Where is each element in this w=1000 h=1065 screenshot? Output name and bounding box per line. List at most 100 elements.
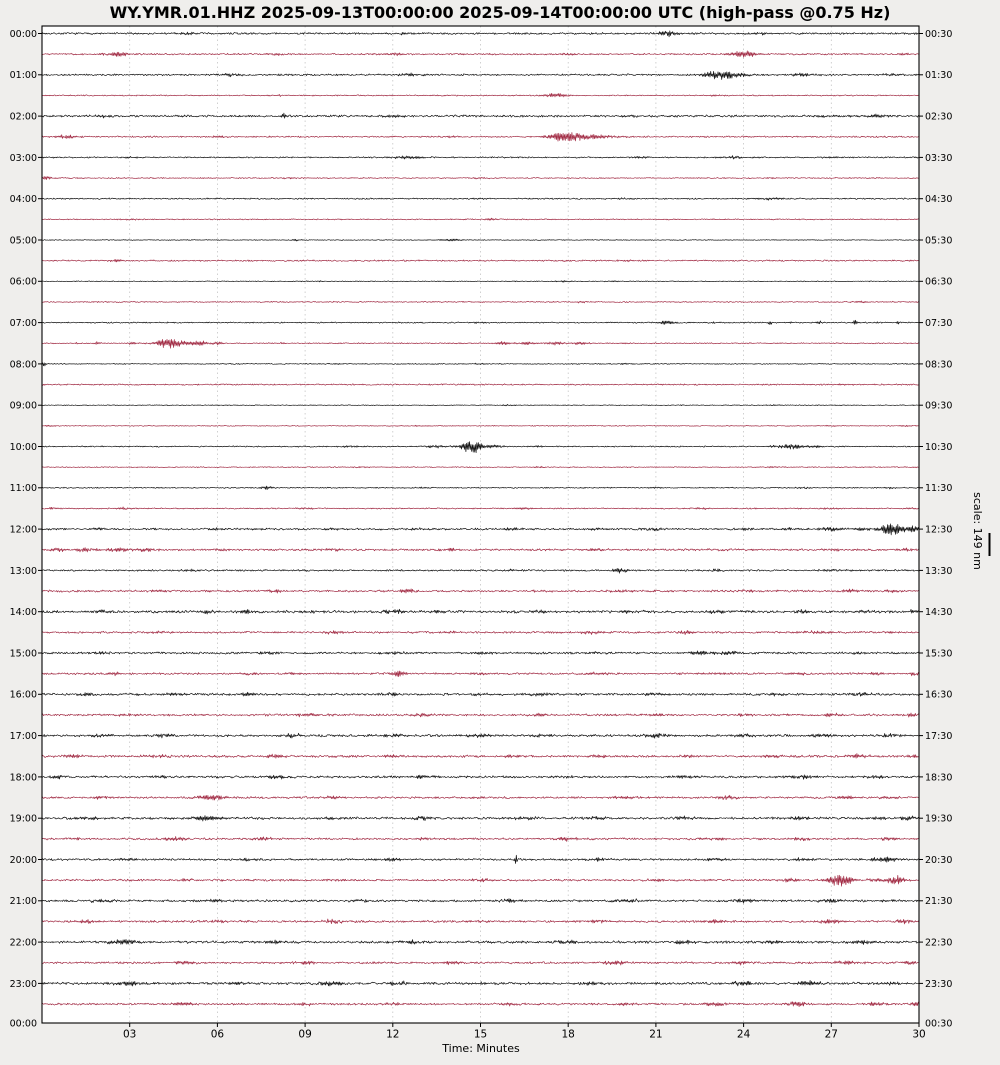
trace-row-11:00	[41, 485, 920, 491]
x-axis-label: Time: Minutes	[441, 1042, 520, 1055]
trace-row-23:30	[41, 1001, 920, 1008]
trace-row-06:30	[42, 300, 920, 304]
row-label-left-09:00: 09:00	[10, 401, 37, 412]
trace-row-22:00	[41, 939, 920, 945]
row-label-left-02:00: 02:00	[10, 112, 37, 123]
trace-row-08:30	[41, 383, 920, 386]
row-label-right-05:30: 05:30	[925, 235, 952, 246]
trace-row-02:00	[41, 112, 920, 119]
row-label-right-23:30: 23:30	[925, 979, 952, 990]
row-label-right-13:30: 13:30	[925, 566, 952, 577]
trace-row-15:00	[41, 650, 920, 656]
x-tick-label-06: 06	[211, 1029, 225, 1041]
trace-row-07:30	[41, 338, 920, 349]
row-label-left-00:00: 00:00	[10, 29, 37, 40]
row-label-right-10:30: 10:30	[925, 442, 952, 453]
x-tick-label-03: 03	[123, 1029, 136, 1041]
row-label-left-12:00: 12:00	[10, 525, 37, 536]
trace-row-14:30	[41, 629, 920, 635]
row-label-left-04:00: 04:00	[10, 194, 37, 205]
row-label-right-22:30: 22:30	[925, 938, 952, 949]
x-tick-label-27: 27	[825, 1029, 838, 1041]
row-label-left-18:00: 18:00	[10, 772, 37, 783]
trace-row-13:30	[41, 588, 920, 594]
row-label-right-17:30: 17:30	[925, 731, 952, 742]
x-tick-label-24: 24	[737, 1029, 751, 1041]
row-label-left-01:00: 01:00	[10, 70, 37, 81]
trace-row-21:00	[41, 898, 920, 904]
row-label-left-21:00: 21:00	[10, 896, 37, 907]
scale-label: scale: 149 nm	[971, 492, 984, 570]
row-label-left-07:00: 07:00	[10, 318, 37, 329]
row-label-right-16:30: 16:30	[925, 690, 952, 701]
row-label-left-15:00: 15:00	[10, 648, 37, 659]
trace-row-10:30	[41, 465, 920, 469]
row-label-left-11:00: 11:00	[10, 483, 37, 494]
row-label-right-08:30: 08:30	[925, 359, 952, 370]
row-label-left-20:00: 20:00	[10, 855, 37, 866]
x-tick-label-18: 18	[562, 1029, 575, 1041]
trace-row-16:30	[41, 712, 920, 718]
trace-row-09:00	[41, 404, 919, 407]
trace-row-03:30	[41, 176, 920, 180]
row-label-left-23:00: 23:00	[10, 979, 37, 990]
trace-row-04:30	[41, 217, 920, 221]
row-label-right-18:30: 18:30	[925, 772, 952, 783]
row-label-left-08:00: 08:00	[10, 359, 37, 370]
trace-row-19:00	[41, 815, 920, 822]
row-label-right-14:30: 14:30	[925, 607, 952, 618]
trace-row-09:30	[41, 424, 919, 427]
row-label-right-21:30: 21:30	[925, 896, 952, 907]
row-label-right-07:30: 07:30	[925, 318, 952, 329]
trace-row-18:00	[41, 774, 920, 780]
trace-row-10:00	[41, 441, 919, 454]
row-label-right-11:30: 11:30	[925, 483, 952, 494]
x-tick-label-09: 09	[298, 1029, 311, 1041]
trace-row-12:00	[41, 523, 920, 536]
row-label-left-10:00: 10:00	[10, 442, 37, 453]
x-tick-label-21: 21	[649, 1029, 662, 1041]
row-label-right-00:30: 00:30	[925, 29, 952, 40]
trace-row-19:30	[41, 836, 920, 842]
row-label-left-bottom: 00:00	[10, 1019, 37, 1030]
row-label-left-19:00: 19:00	[10, 814, 37, 825]
row-label-left-03:00: 03:00	[10, 153, 37, 164]
row-label-right-01:30: 01:30	[925, 70, 952, 81]
trace-row-03:00	[41, 155, 920, 160]
row-label-left-14:00: 14:00	[10, 607, 37, 618]
trace-row-17:30	[41, 753, 920, 759]
trace-row-05:00	[41, 238, 919, 242]
trace-row-01:30	[42, 92, 920, 98]
trace-row-17:00	[41, 732, 920, 739]
row-label-left-06:00: 06:00	[10, 277, 37, 288]
trace-row-16:00	[41, 691, 920, 697]
row-label-left-16:00: 16:00	[10, 690, 37, 701]
row-label-right-02:30: 02:30	[925, 112, 952, 123]
trace-row-20:00	[41, 854, 920, 864]
row-label-right-12:30: 12:30	[925, 525, 952, 536]
row-label-right-06:30: 06:30	[925, 277, 952, 288]
trace-row-21:30	[41, 918, 920, 925]
x-tick-label-12: 12	[386, 1029, 399, 1041]
row-label-left-05:00: 05:00	[10, 235, 37, 246]
trace-row-02:30	[41, 132, 920, 142]
x-tick-label-15: 15	[474, 1029, 487, 1041]
row-label-right-04:30: 04:30	[925, 194, 952, 205]
row-label-right-20:30: 20:30	[925, 855, 952, 866]
trace-row-08:00	[41, 362, 919, 367]
trace-row-22:30	[41, 960, 920, 966]
row-label-left-13:00: 13:00	[10, 566, 37, 577]
trace-row-14:00	[41, 608, 920, 615]
trace-row-12:30	[42, 547, 920, 553]
chart-title: WY.YMR.01.HHZ 2025-09-13T00:00:00 2025-0…	[109, 3, 891, 22]
plot-area	[42, 26, 919, 1023]
trace-row-13:00	[41, 567, 920, 574]
row-label-right-03:30: 03:30	[925, 153, 952, 164]
trace-row-01:00	[41, 71, 920, 80]
trace-row-18:30	[41, 794, 920, 801]
x-tick-label-30: 30	[912, 1029, 925, 1041]
trace-row-23:00	[41, 980, 920, 987]
row-label-right-bottom: 00:30	[925, 1019, 952, 1030]
